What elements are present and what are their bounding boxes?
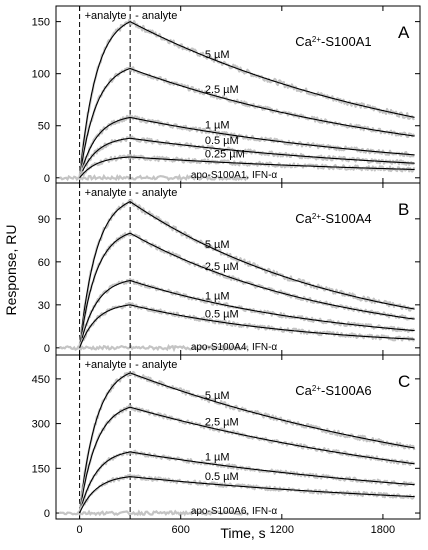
series-label-1-m: 1 µM <box>205 120 230 132</box>
fit-curve-0-25-m <box>79 156 415 179</box>
fit-curve-0-5-m <box>79 304 415 349</box>
panel-a: 0 50 100 150 +analyte - analyte 5 µM 2.5 µM 1 µM… <box>32 5 421 185</box>
fit-curve-1-m <box>79 116 415 178</box>
series-label-5-m: 5 µM <box>205 239 230 251</box>
y-tick-label: 60 <box>38 257 50 269</box>
series-label-0-5-m: 0.5 µM <box>205 471 239 483</box>
y-tick-label: 30 <box>38 300 50 312</box>
panel-c: 0 150 300 450 0 600 1200 1800 +analyte - analyte 5… <box>32 354 421 536</box>
series-label-5-m: 5 µM <box>205 390 230 402</box>
plot-frame <box>55 354 421 520</box>
y-tick-label: 50 <box>38 121 50 133</box>
fit-curve-2-5-m <box>79 406 415 514</box>
panels-group: 0 50 100 150 +analyte - analyte 5 µM 2.5 µM 1 µM… <box>32 5 421 536</box>
panel-letter: C <box>398 372 410 391</box>
fit-curve-0-5-m <box>79 137 415 179</box>
apo-label: apo-S100A6, IFN-α <box>191 506 278 517</box>
series-label-5-m: 5 µM <box>205 49 230 61</box>
injection-end-label: - analyte <box>135 187 177 199</box>
series-label-2-5-m: 2.5 µM <box>205 417 239 429</box>
x-axis-label: Time, s <box>220 525 265 541</box>
panel-title: Ca2+-S100A1 <box>295 34 371 49</box>
panel-title: Ca2+-S100A4 <box>295 211 371 226</box>
y-tick-label: 0 <box>44 173 50 185</box>
fit-curve-1-m <box>79 279 415 348</box>
injection-end-label: - analyte <box>135 359 177 371</box>
series-label-0-5-m: 0.5 µM <box>205 135 239 147</box>
fit-curve-5-m <box>79 372 415 514</box>
fit-curve-5-m <box>79 20 415 178</box>
y-tick-label: 100 <box>32 69 50 81</box>
series-label-2-5-m: 2.5 µM <box>205 84 239 96</box>
y-tick-label: 450 <box>32 374 50 386</box>
series-label-0-5-m: 0.5 µM <box>205 308 239 320</box>
y-tick-label: 150 <box>32 463 50 475</box>
apo-baseline-trace <box>59 343 249 353</box>
panel-letter: A <box>398 23 410 42</box>
injection-end-label: - analyte <box>135 10 177 22</box>
fit-curve-5-m <box>79 200 415 348</box>
series-label-1-m: 1 µM <box>205 291 230 303</box>
x-tick-label: 1200 <box>270 524 294 536</box>
y-tick-label: 300 <box>32 419 50 431</box>
x-tick-label: 600 <box>172 524 190 536</box>
injection-start-label: +analyte <box>85 187 127 199</box>
injection-start-label: +analyte <box>85 359 127 371</box>
y-tick-label: 150 <box>32 17 50 29</box>
apo-label: apo-S100A4, IFN-α <box>191 342 278 353</box>
y-axis-label: Response, RU <box>3 224 19 315</box>
panel-title: Ca2+-S100A6 <box>295 383 371 398</box>
y-tick-label: 0 <box>44 343 50 355</box>
raw-trace-2-5-m <box>78 404 416 512</box>
x-tick-label: 0 <box>77 524 83 536</box>
x-tick-label: 1800 <box>371 524 395 536</box>
raw-trace-2-5-m <box>78 230 416 350</box>
series-label-0-25-m: 0.25 µM <box>205 148 245 160</box>
y-tick-label: 0 <box>44 508 50 520</box>
raw-trace-5-m <box>78 370 416 516</box>
apo-baseline-trace <box>59 173 249 182</box>
fit-curve-2-5-m <box>79 232 415 348</box>
fit-curve-1-m <box>79 451 415 514</box>
panel-letter: B <box>398 200 409 219</box>
apo-baseline-trace <box>58 509 249 517</box>
series-label-1-m: 1 µM <box>205 451 230 463</box>
fit-curve-0-5-m <box>79 476 415 514</box>
panel-b: 0 30 60 90 +analyte - analyte 5 µM 2.5 µM 1 µM 0.… <box>38 182 421 356</box>
series-label-2-5-m: 2.5 µM <box>205 261 239 273</box>
injection-start-label: +analyte <box>85 10 127 22</box>
apo-label: apo-S100A1, IFN-α <box>191 170 278 181</box>
y-tick-label: 90 <box>38 214 50 226</box>
fit-curve-2-5-m <box>79 67 415 178</box>
